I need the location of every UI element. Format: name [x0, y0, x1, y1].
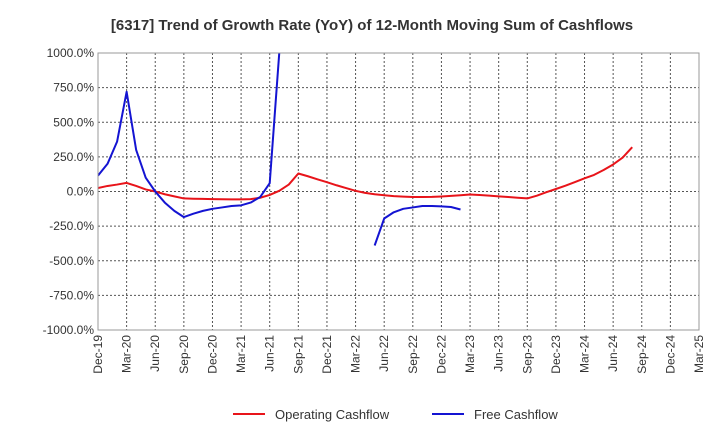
legend-label: Free Cashflow	[474, 407, 558, 422]
x-tick-label: Dec-19	[91, 335, 105, 374]
series-line-segment	[373, 205, 461, 246]
legend-item: Operating Cashflow	[233, 407, 390, 422]
chart-title: [6317] Trend of Growth Rate (YoY) of 12-…	[111, 17, 633, 34]
x-tick-label: Mar-20	[120, 335, 134, 373]
x-tick-label: Dec-20	[205, 335, 219, 374]
x-tick-label: Mar-21	[234, 335, 248, 373]
x-tick-label: Jun-21	[263, 335, 277, 372]
x-tick-label: Mar-24	[578, 335, 592, 373]
x-tick-label: Sep-20	[177, 335, 191, 374]
x-tick-label: Dec-22	[434, 335, 448, 374]
x-tick-label: Sep-23	[520, 335, 534, 374]
legend-item: Free Cashflow	[432, 407, 558, 422]
x-tick-label: Jun-20	[148, 335, 162, 372]
x-tick-label: Jun-22	[377, 335, 391, 372]
x-tick-label: Jun-23	[492, 335, 506, 372]
y-tick-label: -750.0%	[49, 288, 94, 302]
series-operating-cashflow	[98, 146, 633, 201]
y-tick-label: -500.0%	[49, 254, 94, 268]
x-tick-label: Sep-21	[291, 335, 305, 374]
y-tick-label: 1000.0%	[47, 46, 95, 60]
series-free-cashflow	[98, 52, 461, 246]
x-axis-ticks: Dec-19 Mar-20 Jun-20 Sep-20 Dec-20 Mar-21 Jun-…	[91, 335, 706, 374]
plot-frame	[97, 52, 700, 331]
y-axis-ticks: 1000.0% 750.0% 500.0% 250.0% 0.0% -250.0% -500…	[43, 46, 95, 337]
x-tick-label: Dec-23	[549, 335, 563, 374]
y-tick-label: -1000.0%	[43, 323, 95, 337]
x-tick-label: Mar-23	[463, 335, 477, 373]
x-tick-label: Sep-22	[406, 335, 420, 374]
y-tick-label: 0.0%	[67, 185, 95, 199]
series-lines	[98, 52, 633, 246]
legend: Operating Cashflow Free Cashflow	[233, 407, 558, 422]
y-tick-label: 750.0%	[53, 81, 94, 95]
y-tick-label: -250.0%	[49, 219, 94, 233]
x-tick-label: Dec-21	[320, 335, 334, 374]
y-tick-label: 250.0%	[53, 150, 94, 164]
y-tick-label: 500.0%	[53, 115, 94, 129]
series-line-segment	[98, 146, 633, 201]
series-line-segment	[98, 52, 281, 219]
x-tick-label: Mar-22	[349, 335, 363, 373]
legend-label: Operating Cashflow	[275, 407, 390, 422]
x-tick-label: Jun-24	[606, 335, 620, 372]
x-tick-label: Sep-24	[635, 335, 649, 374]
x-tick-label: Dec-24	[663, 335, 677, 374]
x-tick-label: Mar-25	[692, 335, 706, 373]
